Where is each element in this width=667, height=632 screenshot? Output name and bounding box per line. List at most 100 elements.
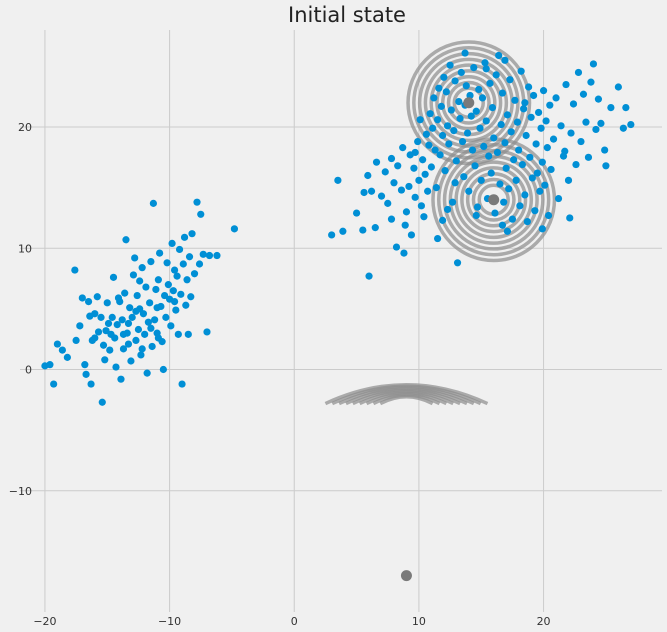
data-point (144, 318, 152, 326)
data-point (507, 128, 515, 136)
data-point (530, 91, 538, 100)
data-point (360, 188, 368, 197)
data-point (183, 276, 191, 284)
data-point (113, 321, 121, 329)
data-point (230, 225, 239, 233)
data-point (195, 260, 204, 268)
data-point (162, 313, 170, 321)
data-point (602, 162, 610, 170)
x-tick-label: 10 (412, 615, 426, 628)
data-point (521, 99, 529, 107)
data-point (502, 164, 510, 172)
data-point (87, 380, 95, 388)
x-tick-label: −10 (158, 615, 181, 628)
data-point (91, 334, 99, 342)
data-point (486, 79, 494, 87)
data-point (429, 124, 437, 132)
data-point (465, 187, 473, 195)
data-points (41, 49, 635, 406)
data-point (517, 67, 525, 75)
data-point (462, 82, 470, 90)
data-point (328, 231, 336, 239)
data-point (505, 185, 513, 193)
data-point (627, 120, 635, 129)
contour-ring (454, 160, 534, 240)
data-point (487, 169, 495, 177)
data-point (411, 193, 419, 201)
data-point (187, 293, 195, 301)
data-point (50, 380, 58, 388)
data-point (112, 363, 120, 371)
data-point (601, 146, 609, 154)
chart-title: Initial state (288, 3, 406, 27)
data-point (473, 203, 482, 211)
data-point (532, 140, 540, 148)
data-point (490, 134, 498, 142)
data-point (203, 328, 211, 336)
data-point (86, 312, 94, 320)
data-point (544, 211, 553, 220)
cluster-center (488, 194, 500, 206)
data-point (430, 94, 438, 102)
data-point (397, 186, 406, 194)
data-point (119, 330, 128, 338)
data-point (521, 191, 529, 199)
data-point (147, 257, 155, 266)
data-point (53, 340, 61, 348)
data-point (523, 217, 531, 226)
data-point (422, 130, 430, 138)
data-point (76, 322, 84, 330)
data-point (475, 85, 483, 94)
data-point (153, 304, 161, 312)
data-point (442, 88, 450, 96)
data-point (117, 375, 125, 383)
data-point (136, 277, 144, 285)
data-point (154, 276, 162, 284)
data-point (431, 146, 439, 154)
data-point (414, 137, 422, 146)
data-point (182, 301, 190, 309)
tick-labels: −20 −10 0 10 20 −10 0 10 20 (9, 121, 551, 628)
data-point (107, 330, 115, 338)
data-point (364, 171, 372, 180)
data-point (159, 365, 167, 374)
contour-ring (442, 148, 545, 251)
y-tick-label: 20 (18, 121, 32, 134)
data-point (93, 293, 101, 301)
data-point (399, 144, 407, 152)
data-point (515, 146, 523, 154)
data-point (426, 110, 434, 118)
data-point (503, 111, 512, 119)
data-point (387, 154, 396, 163)
data-point (531, 207, 539, 215)
data-point (121, 289, 129, 297)
data-point (365, 272, 373, 280)
data-point (177, 290, 185, 298)
data-point (533, 169, 541, 177)
data-point (614, 83, 622, 91)
data-point (402, 208, 411, 216)
data-point (441, 167, 449, 175)
data-point (518, 160, 526, 169)
data-point (405, 182, 413, 191)
data-point (421, 170, 429, 178)
data-point (451, 77, 459, 85)
data-point (501, 139, 509, 147)
data-point (438, 216, 447, 224)
data-point (72, 336, 80, 344)
data-point (527, 113, 535, 121)
data-point (416, 116, 424, 124)
data-point (451, 179, 459, 187)
data-point (496, 180, 504, 188)
data-point (438, 131, 447, 140)
data-point (554, 194, 563, 203)
data-point (175, 245, 184, 254)
data-point (594, 95, 603, 103)
data-point (417, 202, 426, 210)
data-point (98, 398, 106, 406)
data-point (172, 306, 180, 314)
data-point (446, 61, 454, 69)
data-point (381, 168, 389, 176)
data-point (455, 97, 463, 106)
